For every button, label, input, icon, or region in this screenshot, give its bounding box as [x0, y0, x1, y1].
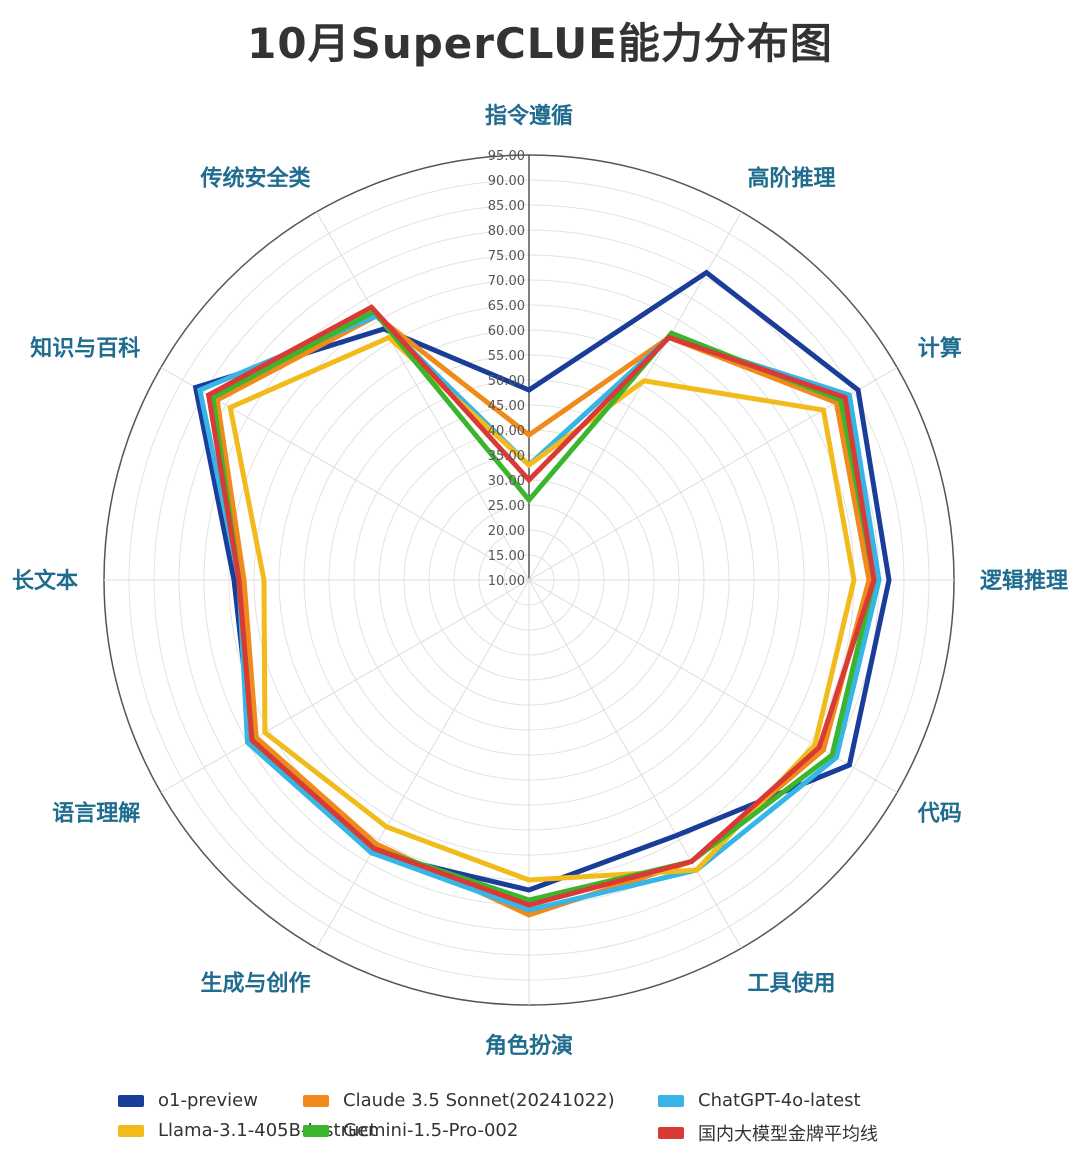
tick-label: 65.00 [488, 299, 525, 314]
legend-item[interactable]: o1-preview [118, 1090, 258, 1111]
legend-item[interactable]: 国内大模型金牌平均线 [658, 1120, 878, 1146]
legend-swatch [303, 1094, 329, 1107]
axis-spoke [528, 211, 742, 581]
legend-swatch [118, 1094, 144, 1107]
axis-spoke [316, 211, 530, 581]
axis-label: 逻辑推理 [980, 568, 1068, 594]
legend-item[interactable]: Claude 3.5 Sonnet(20241022) [303, 1090, 615, 1111]
legend-label: Gemini-1.5-Pro-002 [343, 1120, 519, 1141]
tick-label: 85.00 [488, 199, 525, 214]
tick-label: 70.00 [488, 274, 525, 289]
tick-label: 30.00 [488, 474, 525, 489]
tick-label: 45.00 [488, 399, 525, 414]
series-line [192, 269, 892, 893]
tick-label: 25.00 [488, 499, 525, 514]
legend-item[interactable]: Gemini-1.5-Pro-002 [303, 1120, 518, 1141]
legend-swatch [303, 1124, 329, 1137]
radial-ticks: 10.00 15.00 20.00 25.00 30.00 35.00 40.00 45.00… [488, 149, 525, 589]
tick-label: 60.00 [488, 324, 525, 339]
tick-label: 95.00 [488, 149, 525, 164]
tick-label: 80.00 [488, 224, 525, 239]
tick-label: 10.00 [488, 574, 525, 589]
axis-label: 指令遵循 [485, 103, 573, 129]
axis-label: 生成与创作 [200, 972, 310, 997]
legend-swatch [658, 1094, 684, 1107]
axis-spoke [160, 367, 530, 581]
axis-label: 角色扮演 [485, 1033, 573, 1059]
legend-swatch [118, 1124, 144, 1137]
legend-label: ChatGPT-4o-latest [698, 1090, 861, 1111]
axis-label: 计算 [918, 336, 962, 362]
axis-label: 工具使用 [748, 972, 836, 997]
tick-label: 35.00 [488, 449, 525, 464]
axis-label: 代码 [917, 802, 962, 827]
tick-label: 90.00 [488, 174, 525, 189]
series-line [214, 312, 872, 918]
axis-label: 高阶推理 [748, 165, 836, 191]
tick-label: 20.00 [488, 524, 525, 539]
axis-label: 传统安全类 [199, 165, 311, 191]
legend-item[interactable]: ChatGPT-4o-latest [658, 1090, 861, 1111]
axis-spoke [528, 579, 742, 949]
axis-label: 长文本 [12, 568, 78, 594]
series-line [210, 308, 877, 903]
series-line [197, 312, 882, 913]
chart-title: 10月SuperCLUE能力分布图 [247, 19, 833, 68]
tick-label: 40.00 [488, 424, 525, 439]
tick-label: 15.00 [488, 549, 525, 564]
series-line [205, 304, 877, 908]
legend-swatch [658, 1127, 684, 1139]
radar-chart: 10.00 15.00 20.00 25.00 30.00 35.00 40.00 45.00… [12, 103, 1068, 1059]
axis-label: 语言理解 [52, 801, 140, 827]
axis-label: 知识与百科 [30, 336, 140, 362]
series-line [227, 334, 857, 883]
tick-label: 55.00 [488, 349, 525, 364]
radar-series [192, 269, 892, 918]
tick-label: 75.00 [488, 249, 525, 264]
legend-label: 国内大模型金牌平均线 [698, 1124, 878, 1145]
axis-spoke [316, 579, 530, 949]
legend-label: o1-preview [158, 1090, 258, 1111]
tick-label: 50.00 [488, 374, 525, 389]
legend-label: Claude 3.5 Sonnet(20241022) [343, 1090, 615, 1111]
axis-spoke [160, 579, 530, 793]
